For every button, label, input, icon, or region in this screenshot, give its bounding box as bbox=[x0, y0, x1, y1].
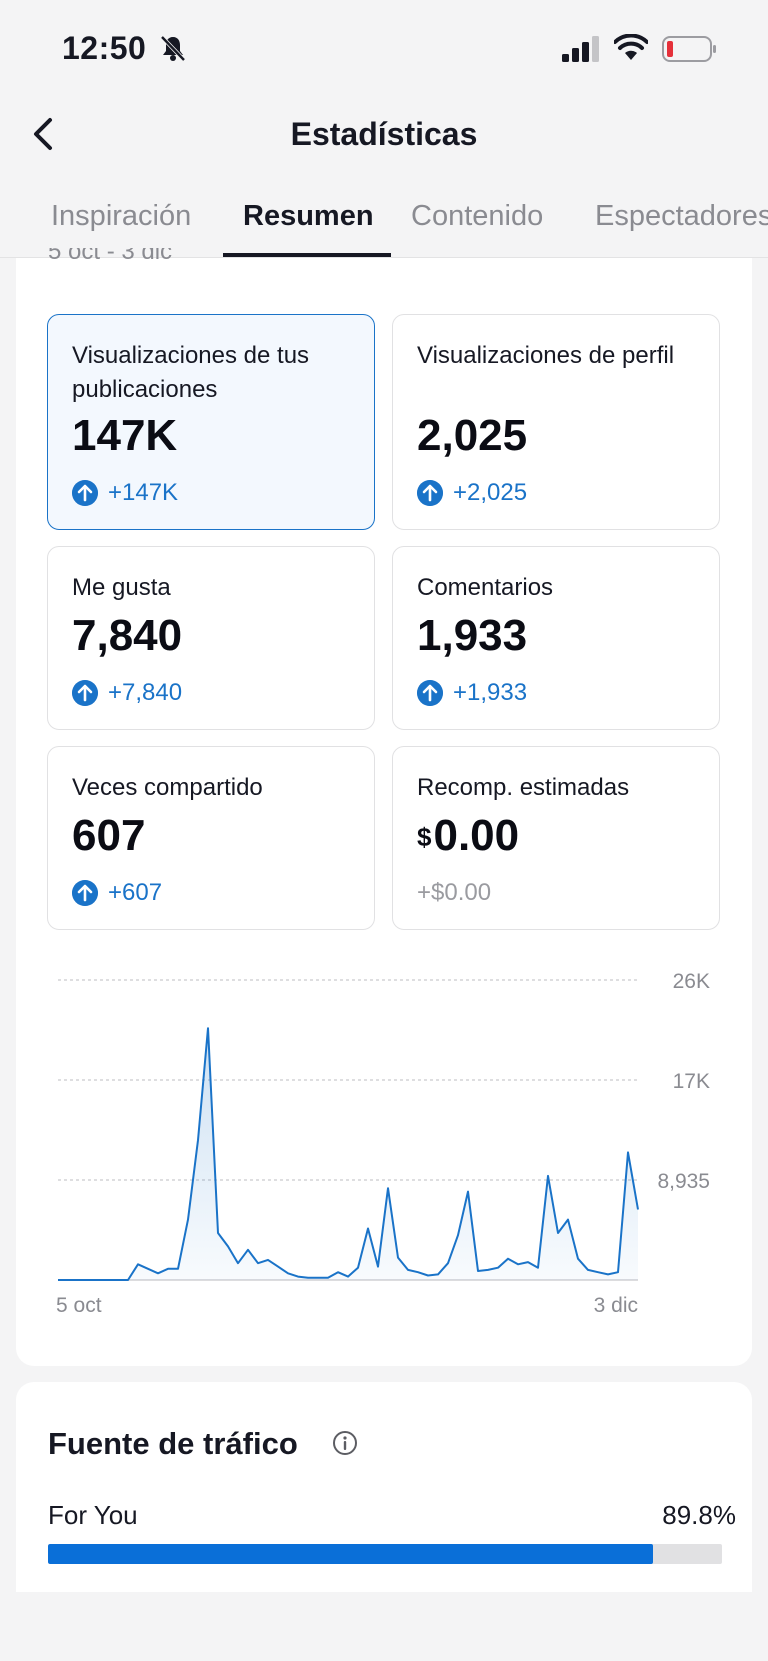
back-arrow-icon[interactable] bbox=[26, 112, 66, 156]
metric-delta: +147K bbox=[72, 479, 178, 507]
tab-contenido[interactable]: Contenido bbox=[411, 200, 544, 232]
series-line bbox=[58, 1027, 639, 1281]
y-tick-label: 17K bbox=[673, 1070, 710, 1093]
metric-delta-text: +2,025 bbox=[453, 479, 528, 506]
metric-card-post-views[interactable]: Visualizaciones de tus publicaciones 147… bbox=[47, 314, 375, 530]
currency-symbol: $ bbox=[417, 822, 432, 852]
y-tick-label: 8,935 bbox=[657, 1170, 710, 1193]
metric-value: 2,025 bbox=[417, 411, 528, 460]
tab-inspiracion[interactable]: Inspiración bbox=[51, 200, 192, 232]
active-tab-indicator bbox=[223, 253, 391, 257]
arrow-up-icon bbox=[72, 880, 98, 906]
traffic-progress-fill bbox=[48, 1544, 654, 1564]
traffic-source-label: For You bbox=[48, 1500, 138, 1530]
metric-label: Visualizaciones de perfil bbox=[417, 342, 675, 369]
metric-label: Veces compartido bbox=[72, 774, 263, 801]
battery-icon bbox=[662, 36, 716, 62]
status-time: 12:50 bbox=[62, 30, 147, 66]
status-bar: 12:50 bbox=[0, 0, 768, 100]
arrow-up-icon bbox=[417, 480, 443, 506]
traffic-source-card: Fuente de tráfico For You 89.8% bbox=[16, 1382, 752, 1592]
metric-delta-text: +147K bbox=[108, 479, 179, 506]
info-icon[interactable] bbox=[332, 1430, 358, 1456]
metric-delta-text: +607 bbox=[108, 879, 163, 906]
metric-card-estimated-rewards[interactable]: Recomp. estimadas $0.00 +$0.00 bbox=[392, 746, 720, 930]
metric-delta: +$0.00 bbox=[417, 879, 491, 907]
page-title: Estadísticas bbox=[290, 116, 478, 152]
metric-label: Me gusta bbox=[72, 574, 171, 601]
traffic-source-percent: 89.8% bbox=[662, 1500, 736, 1530]
views-chart: 8,935 17K 26K 5 oct 3 dic bbox=[56, 970, 710, 1317]
metric-label: Visualizaciones de tus publicaciones bbox=[72, 342, 310, 403]
metric-value: 607 bbox=[72, 811, 146, 860]
metric-card-comments[interactable]: Comentarios 1,933 +1,933 bbox=[392, 546, 720, 730]
metric-delta-text: +1,933 bbox=[453, 679, 528, 706]
metric-value: 147K bbox=[72, 411, 178, 460]
metric-label: Comentarios bbox=[417, 574, 554, 601]
arrow-up-icon bbox=[72, 480, 98, 506]
cellular-signal-icon bbox=[562, 36, 599, 62]
x-tick-label: 3 dic bbox=[594, 1294, 638, 1317]
y-tick-label: 26K bbox=[673, 970, 710, 993]
tab-espectadores[interactable]: Espectadores bbox=[595, 200, 768, 232]
metric-card-profile-views[interactable]: Visualizaciones de perfil 2,025 +2,025 bbox=[392, 314, 720, 530]
metric-delta-text: +$0.00 bbox=[417, 879, 492, 906]
section-title: Fuente de tráfico bbox=[48, 1426, 298, 1461]
metric-delta: +607 bbox=[72, 879, 162, 907]
metric-delta: +1,933 bbox=[417, 679, 527, 707]
metric-value: $0.00 bbox=[417, 811, 519, 861]
arrow-up-icon bbox=[417, 680, 443, 706]
metric-card-shares[interactable]: Veces compartido 607 +607 bbox=[47, 746, 375, 930]
x-tick-label: 5 oct bbox=[56, 1294, 102, 1317]
metric-value-number: 0.00 bbox=[433, 811, 520, 860]
series-area bbox=[58, 1028, 638, 1280]
nav-bar: Estadísticas bbox=[0, 100, 768, 170]
traffic-progress-track bbox=[48, 1544, 722, 1564]
metric-label: Recomp. estimadas bbox=[417, 774, 630, 801]
tab-bar: Inspiración Resumen Contenido Espectador… bbox=[0, 190, 768, 258]
metric-value: 1,933 bbox=[417, 611, 528, 660]
tab-resumen[interactable]: Resumen bbox=[243, 200, 374, 232]
metric-value: 7,840 bbox=[72, 611, 183, 660]
bell-muted-icon bbox=[160, 35, 186, 62]
arrow-up-icon bbox=[72, 680, 98, 706]
metric-delta: +2,025 bbox=[417, 479, 527, 507]
metric-delta-text: +7,840 bbox=[108, 679, 183, 706]
metric-card-likes[interactable]: Me gusta 7,840 +7,840 bbox=[47, 546, 375, 730]
date-range[interactable]: 5 oct - 3 dic bbox=[48, 248, 173, 265]
wifi-icon bbox=[614, 34, 648, 60]
metric-delta: +7,840 bbox=[72, 679, 182, 707]
